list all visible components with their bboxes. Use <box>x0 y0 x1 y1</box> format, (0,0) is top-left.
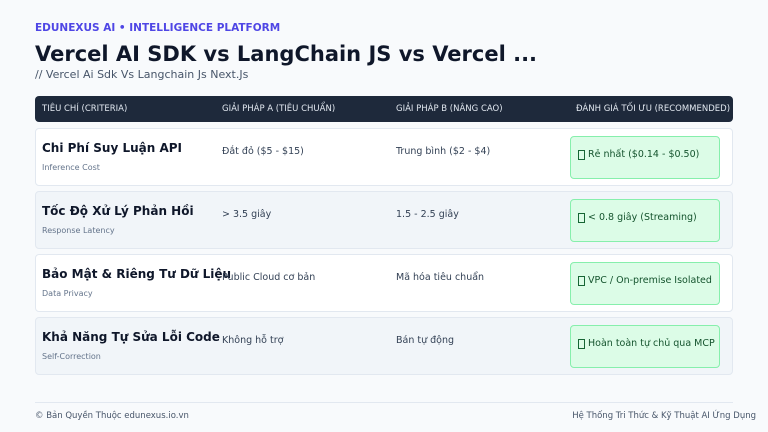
criteria-subtitle: Data Privacy <box>42 289 93 298</box>
footer-left: © Bản Quyền Thuộc edunexus.io.vn <box>35 411 189 421</box>
recommended-text: < 0.8 giây (Streaming) <box>588 212 697 223</box>
option-a: Đắt đỏ ($5 - $15) <box>222 146 304 157</box>
option-b: 1.5 - 2.5 giây <box>396 209 459 220</box>
criteria-subtitle: Self-Correction <box>42 352 101 361</box>
footer-divider <box>35 402 733 403</box>
criteria-name: Chi Phí Suy Luận API <box>42 141 183 155</box>
column-header: ĐÁNH GIÁ TỐI ƯU (RECOMMENDED) <box>576 104 731 114</box>
recommended-box: Rẻ nhất ($0.14 - $0.50) <box>570 136 720 179</box>
table-row: Bảo Mật & Riêng Tư Dữ Liệu Data Privacy Pu… <box>35 254 733 312</box>
column-header: TIÊU CHÍ (CRITERIA) <box>42 104 128 114</box>
option-a: Không hỗ trợ <box>222 335 284 346</box>
subtitle: // Vercel Ai Sdk Vs Langchain Js Next.Js <box>35 68 249 81</box>
option-b: Mã hóa tiêu chuẩn <box>396 272 485 283</box>
criteria-subtitle: Response Latency <box>42 226 115 235</box>
column-header: GIẢI PHÁP A (TIÊU CHUẨN) <box>222 104 336 114</box>
recommended-box: VPC / On-premise Isolated <box>570 262 720 305</box>
recommended-text: VPC / On-premise Isolated <box>588 275 712 286</box>
option-a: > 3.5 giây <box>222 209 272 220</box>
criteria-name: Tốc Độ Xử Lý Phản Hồi <box>42 204 194 218</box>
title: Vercel AI SDK vs LangChain JS vs Vercel … <box>35 42 538 66</box>
table-row: Tốc Độ Xử Lý Phản Hồi Response Latency > 3… <box>35 191 733 249</box>
criteria-name: Khả Năng Tự Sửa Lỗi Code <box>42 330 220 344</box>
recommended-text: Hoàn toàn tự chủ qua MCP <box>588 338 715 349</box>
icon <box>578 213 585 223</box>
brand: EDUNEXUS AI • INTELLIGENCE PLATFORM <box>35 22 281 34</box>
option-b: Trung bình ($2 - $4) <box>396 146 491 157</box>
table-row: Khả Năng Tự Sửa Lỗi Code Self-Correction K… <box>35 317 733 375</box>
recommended-text: Rẻ nhất ($0.14 - $0.50) <box>588 149 700 160</box>
icon <box>578 150 585 160</box>
recommended-box: Hoàn toàn tự chủ qua MCP <box>570 325 720 368</box>
recommended-box: < 0.8 giây (Streaming) <box>570 199 720 242</box>
table-header: TIÊU CHÍ (CRITERIA) GIẢI PHÁP A (TIÊU CH… <box>35 96 733 122</box>
option-a: Public Cloud cơ bản <box>222 272 316 283</box>
column-header: GIẢI PHÁP B (NÂNG CAO) <box>396 104 503 114</box>
footer-right: Hệ Thống Tri Thức & Kỹ Thuật AI Ứng Dụng <box>572 411 756 421</box>
option-b: Bán tự động <box>396 335 455 346</box>
icon <box>578 276 585 286</box>
criteria-subtitle: Inference Cost <box>42 163 100 172</box>
table-row: Chi Phí Suy Luận API Inference Cost Đắt đỏ… <box>35 128 733 186</box>
icon <box>578 339 585 349</box>
criteria-name: Bảo Mật & Riêng Tư Dữ Liệu <box>42 267 232 281</box>
